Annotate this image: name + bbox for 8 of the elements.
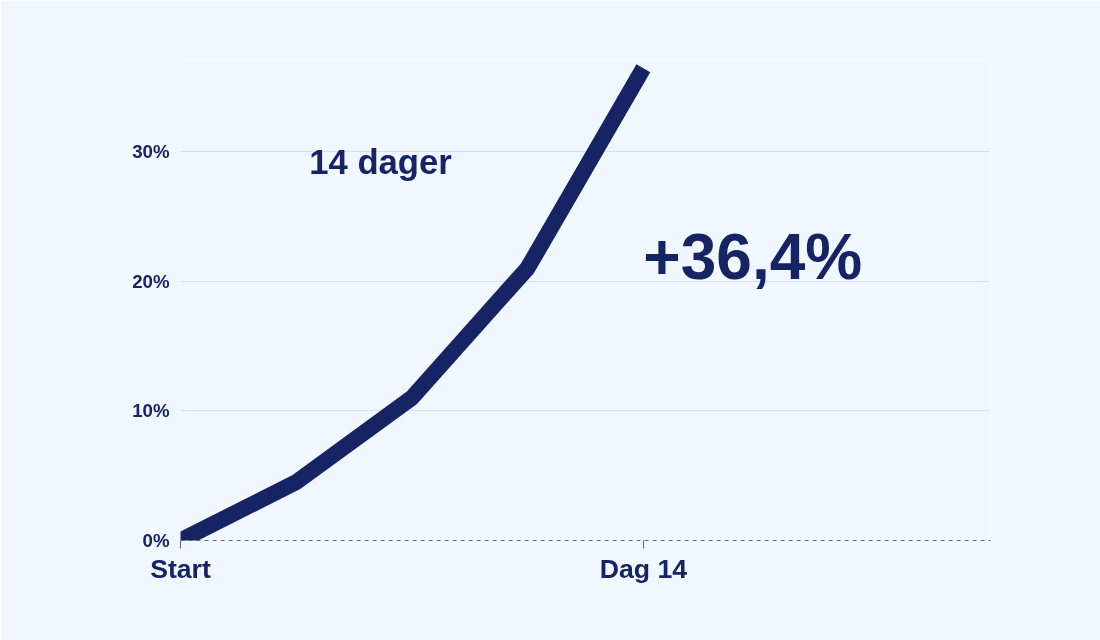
y-tick-label: 0% — [142, 530, 170, 551]
y-tick-label: 30% — [132, 140, 170, 162]
y-tick-label: 10% — [132, 400, 170, 422]
annotation: +36,4% — [643, 221, 863, 294]
x-tick-label: Dag 14 — [599, 553, 688, 584]
x-tick-label: Start — [150, 553, 211, 584]
y-tick-label: 20% — [132, 270, 170, 292]
annotation: 14 dager — [309, 142, 452, 181]
